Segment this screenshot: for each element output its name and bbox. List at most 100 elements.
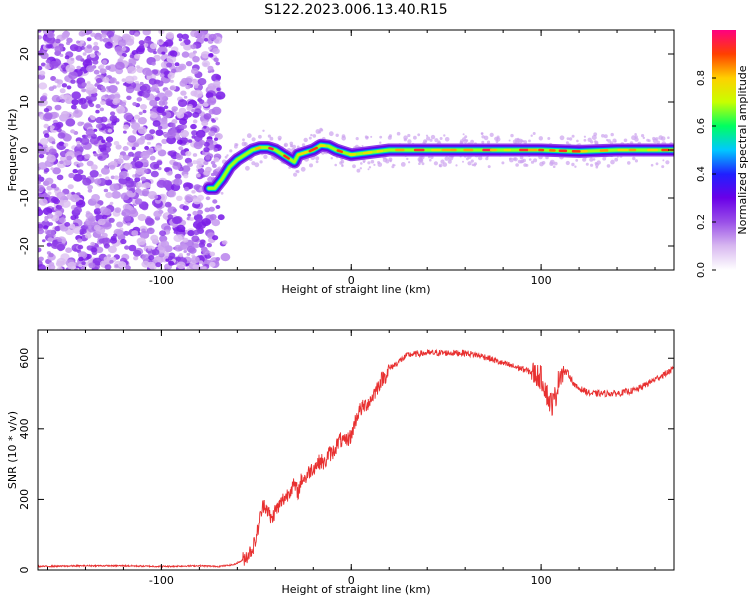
ridge-halo-dot bbox=[614, 157, 619, 162]
noise-speckle bbox=[61, 32, 70, 39]
noise-speckle bbox=[101, 232, 108, 238]
noise-speckle bbox=[48, 86, 55, 91]
ridge-halo-dot bbox=[370, 159, 375, 164]
ridge-halo-dot bbox=[602, 156, 607, 161]
noise-speckle bbox=[102, 59, 108, 65]
ridge-halo-dot bbox=[391, 165, 395, 169]
noise-speckle bbox=[190, 90, 198, 97]
ridge-halo-dot bbox=[208, 196, 211, 200]
ridge-halo-dot bbox=[641, 134, 645, 138]
noise-speckle bbox=[201, 51, 210, 59]
noise-speckle bbox=[104, 179, 113, 186]
noise-speckle bbox=[125, 75, 135, 84]
noise-speckle bbox=[125, 176, 131, 182]
noise-speckle bbox=[110, 111, 116, 116]
noise-speckle bbox=[176, 224, 186, 233]
noise-speckle bbox=[187, 213, 192, 217]
ridge-halo-dot bbox=[486, 140, 491, 144]
ridge-halo-dot bbox=[538, 136, 543, 141]
noise-speckle bbox=[196, 32, 206, 40]
noise-speckle bbox=[80, 137, 90, 145]
noise-speckle bbox=[112, 233, 118, 238]
noise-speckle bbox=[93, 152, 98, 157]
noise-speckle bbox=[75, 46, 83, 52]
noise-layer bbox=[38, 30, 231, 270]
noise-speckle bbox=[56, 243, 65, 251]
noise-speckle bbox=[205, 92, 214, 99]
ridge-halo-dot bbox=[418, 158, 424, 164]
noise-speckle bbox=[183, 95, 188, 99]
noise-speckle bbox=[166, 62, 173, 68]
noise-speckle bbox=[54, 104, 62, 111]
noise-speckle bbox=[115, 144, 122, 150]
ridge-halo-dot bbox=[368, 166, 372, 169]
noise-speckle bbox=[86, 65, 95, 73]
ridge-halo-dot bbox=[293, 172, 298, 177]
ridge-halo-dot bbox=[330, 157, 333, 160]
ridge-halo-dot bbox=[209, 176, 212, 179]
noise-speckle bbox=[169, 50, 178, 57]
noise-speckle bbox=[121, 78, 127, 83]
noise-speckle bbox=[183, 39, 191, 45]
ridge-halo-dot bbox=[254, 162, 260, 168]
noise-speckle bbox=[51, 94, 61, 103]
ridge-halo-dot bbox=[650, 163, 654, 167]
noise-speckle bbox=[128, 62, 133, 67]
ridge-halo-dot bbox=[520, 139, 524, 143]
ridge-halo-dot bbox=[549, 159, 555, 165]
ridge-halo-dot bbox=[292, 144, 296, 149]
signal-ridge bbox=[202, 127, 674, 200]
noise-speckle bbox=[210, 160, 216, 165]
noise-speckle bbox=[202, 102, 209, 107]
noise-speckle bbox=[159, 73, 165, 78]
noise-speckle bbox=[132, 102, 138, 106]
noise-speckle bbox=[186, 245, 196, 253]
noise-speckle bbox=[70, 79, 76, 84]
noise-speckle bbox=[131, 146, 136, 151]
noise-speckle bbox=[141, 83, 151, 92]
noise-speckle bbox=[187, 139, 193, 143]
ridge-halo-dot bbox=[241, 141, 247, 147]
noise-speckle bbox=[108, 94, 116, 100]
noise-speckle bbox=[212, 199, 218, 204]
noise-speckle bbox=[46, 229, 56, 237]
noise-speckle bbox=[161, 111, 167, 116]
noise-speckle bbox=[184, 186, 190, 192]
noise-speckle bbox=[122, 154, 130, 161]
noise-speckle bbox=[46, 154, 56, 163]
ridge-halo-dot bbox=[523, 163, 527, 167]
noise-speckle bbox=[137, 126, 147, 135]
noise-speckle bbox=[101, 33, 107, 38]
noise-speckle bbox=[85, 212, 93, 219]
noise-speckle bbox=[109, 164, 116, 170]
noise-speckle bbox=[176, 139, 183, 145]
ridge-halo-dot bbox=[634, 133, 637, 136]
ridge-halo-dot bbox=[408, 161, 411, 164]
snr-y-tick-label: 600 bbox=[18, 348, 31, 369]
noise-speckle bbox=[170, 68, 177, 74]
noise-speckle bbox=[177, 154, 182, 159]
spectrogram-x-tick-label: 0 bbox=[348, 274, 355, 287]
noise-speckle bbox=[60, 99, 65, 103]
noise-speckle bbox=[129, 30, 136, 36]
ridge-halo-dot bbox=[407, 139, 412, 144]
noise-speckle bbox=[190, 256, 200, 264]
ridge-halo-dot bbox=[462, 133, 465, 136]
noise-speckle bbox=[174, 173, 182, 180]
noise-speckle bbox=[167, 214, 174, 219]
noise-speckle bbox=[167, 206, 177, 214]
noise-speckle bbox=[148, 227, 153, 231]
noise-speckle bbox=[151, 69, 159, 75]
ridge-peak bbox=[283, 154, 290, 160]
noise-speckle bbox=[168, 260, 175, 266]
noise-speckle bbox=[105, 176, 110, 181]
noise-speckle bbox=[47, 136, 55, 143]
noise-speckle bbox=[179, 129, 189, 138]
ridge-halo-dot bbox=[565, 160, 570, 166]
noise-speckle bbox=[139, 81, 144, 86]
noise-speckle bbox=[107, 245, 117, 254]
ridge-peak bbox=[268, 146, 274, 151]
noise-speckle bbox=[151, 61, 156, 66]
noise-speckle bbox=[203, 37, 209, 42]
